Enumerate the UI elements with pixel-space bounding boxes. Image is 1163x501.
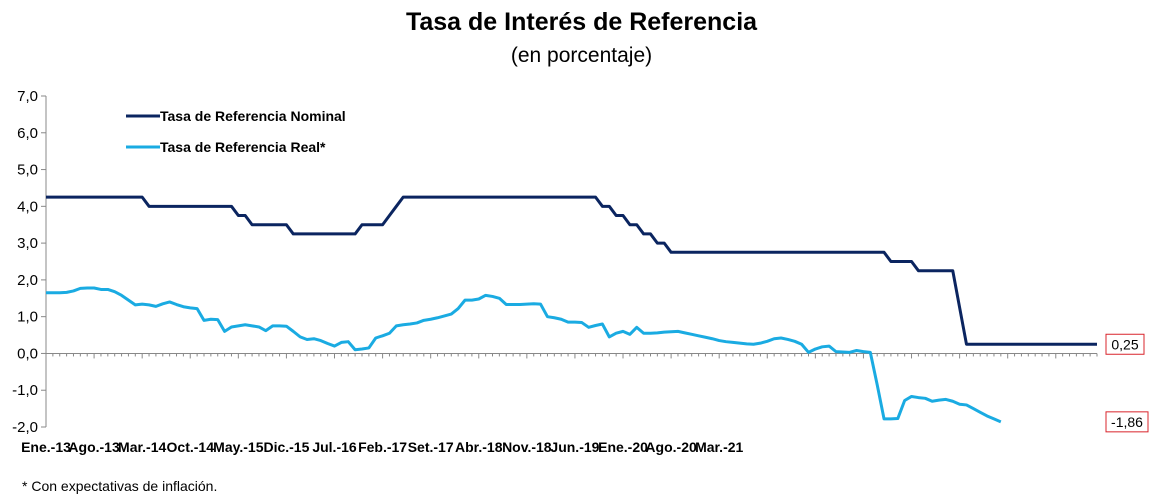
- chart-subtitle: (en porcentaje): [510, 44, 653, 67]
- x-tick-label: Dic.-15: [263, 439, 309, 455]
- series-line-real: [46, 286, 1002, 424]
- x-tick-label: Ago.-13: [68, 439, 120, 455]
- y-tick-label: 4,0: [17, 198, 38, 215]
- y-tick-label: 5,0: [17, 162, 38, 179]
- x-tick-label: Ene.-13: [21, 439, 71, 455]
- x-tick-label: Mar.-14: [118, 439, 166, 455]
- y-tick-label: -1,0: [12, 382, 38, 399]
- y-tick-label: -2,0: [12, 419, 38, 436]
- y-tick-label: 0,0: [17, 345, 38, 362]
- x-tick-label: Set.-17: [408, 439, 454, 455]
- x-tick-label: Mar.-21: [695, 439, 743, 455]
- y-tick-label: 2,0: [17, 272, 38, 289]
- x-tick-label: Jul.-16: [312, 439, 357, 455]
- y-tick-label: 3,0: [17, 235, 38, 252]
- series-lines: [46, 195, 1097, 424]
- end-labels: 0,25 -1,86: [1105, 333, 1149, 433]
- y-axis: 7,0 6,0 5,0 4,0 3,0 2,0 1,0 0,0 -1,0 -2,0: [12, 88, 47, 436]
- y-tick-label: 6,0: [17, 125, 38, 142]
- x-tick-label: Feb.-17: [358, 439, 407, 455]
- end-label-box: [1105, 333, 1145, 355]
- end-label: 0,25: [1111, 336, 1138, 352]
- end-label: -1,86: [1111, 414, 1143, 430]
- legend-label: Tasa de Referencia Nominal: [160, 108, 346, 124]
- x-tick-label: Ene.-20: [598, 439, 648, 455]
- x-tick-label: Ago.-20: [645, 439, 697, 455]
- y-tick-label: 7,0: [17, 88, 38, 105]
- y-tick-label: 1,0: [17, 309, 38, 326]
- legend: Tasa de Referencia Nominal Tasa de Refere…: [126, 108, 346, 155]
- chart-title: Tasa de Interés de Referencia: [405, 8, 758, 36]
- series-line-nominal: [46, 195, 1097, 346]
- x-tick-label: Oct.-14: [167, 439, 215, 455]
- end-label-box: [1105, 411, 1149, 433]
- x-tick-label: Nov.-18: [502, 439, 552, 455]
- x-tick-label: May.-15: [213, 439, 264, 455]
- x-tick-label: Jun.-19: [550, 439, 599, 455]
- footnote: * Con expectativas de inflación.: [22, 478, 218, 494]
- legend-label: Tasa de Referencia Real*: [160, 139, 326, 155]
- x-tick-label: Abr.-18: [455, 439, 503, 455]
